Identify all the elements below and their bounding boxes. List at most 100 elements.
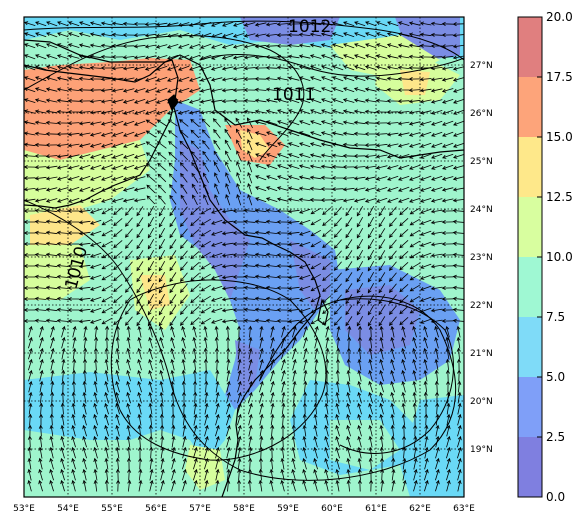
wind-arrow: [342, 187, 355, 192]
wind-arrow: [322, 284, 332, 293]
wind-arrow: [226, 457, 231, 470]
wind-arrow: [214, 172, 220, 184]
wind-arrow: [276, 219, 289, 225]
wind-arrow: [345, 305, 353, 316]
wind-arrow: [168, 173, 177, 183]
wind-arrow: [204, 479, 209, 492]
wind-arrow: [126, 424, 131, 437]
wind-arrow: [446, 468, 451, 481]
wind-arrow: [265, 230, 278, 235]
wind-arrow: [430, 110, 443, 115]
wind-arrow: [376, 32, 388, 38]
wind-arrow: [320, 164, 333, 169]
wind-arrow: [441, 318, 454, 324]
wind-arrow: [190, 129, 200, 139]
wind-arrow: [159, 358, 164, 371]
wind-arrow: [101, 306, 112, 314]
wind-arrow: [211, 43, 223, 49]
wind-arrow: [452, 274, 464, 279]
wind-arrow: [237, 424, 242, 437]
wind-arrow: [419, 43, 432, 48]
wind-arrow: [442, 164, 454, 170]
wind-arrow: [299, 120, 311, 126]
wind-arrow: [314, 325, 319, 338]
wind-arrow: [386, 32, 399, 37]
wind-arrow: [353, 198, 366, 203]
wind-arrow: [423, 358, 428, 371]
wind-arrow: [170, 336, 175, 349]
wind-arrow: [155, 44, 168, 49]
wind-arrow: [265, 65, 278, 70]
wind-arrow: [390, 413, 395, 426]
wind-arrow: [113, 295, 123, 304]
wind-arrow: [225, 172, 231, 184]
wind-arrow: [445, 369, 450, 382]
wind-arrow: [412, 369, 417, 382]
wind-arrow: [457, 457, 462, 470]
wind-arrow: [225, 325, 230, 338]
wind-arrow: [364, 109, 377, 114]
wind-arrow: [379, 325, 384, 338]
wind-arrow: [45, 87, 58, 92]
wind-arrow: [78, 32, 91, 37]
wind-arrow: [93, 457, 98, 470]
wind-arrow: [368, 325, 373, 338]
wind-arrow: [248, 413, 253, 426]
wind-arrow: [148, 402, 153, 415]
wind-arrow: [35, 32, 47, 38]
wind-arrow: [159, 369, 164, 382]
wind-arrow: [50, 380, 55, 393]
wind-arrow: [61, 380, 66, 393]
wind-arrow: [424, 413, 429, 426]
wind-arrow: [170, 347, 175, 360]
wind-arrow: [159, 336, 164, 349]
wind-arrow: [133, 33, 146, 38]
wind-arrow: [127, 468, 132, 481]
wind-arrow: [357, 435, 362, 448]
wind-arrow: [265, 208, 278, 213]
wind-arrow: [409, 284, 420, 292]
wind-arrow: [324, 446, 329, 459]
wind-arrow: [335, 380, 340, 393]
wind-arrow: [71, 446, 76, 459]
wind-arrow: [441, 198, 454, 203]
wind-arrow: [57, 32, 69, 38]
wind-arrow: [299, 98, 311, 104]
wind-arrow: [332, 43, 344, 49]
wind-arrow: [78, 76, 91, 81]
wind-arrow: [364, 76, 377, 81]
wind-arrow: [390, 380, 395, 393]
wind-arrow: [281, 369, 286, 382]
wind-arrow: [133, 88, 146, 93]
wind-arrow: [124, 261, 133, 271]
wind-arrow: [397, 76, 410, 81]
wind-arrow: [291, 413, 296, 426]
wind-arrow: [61, 347, 66, 360]
wind-arrow: [412, 402, 417, 415]
wind-arrow: [93, 358, 98, 371]
wind-arrow: [179, 217, 188, 227]
wind-arrow: [331, 120, 344, 125]
wind-arrow: [357, 424, 362, 437]
wind-arrow: [93, 380, 98, 393]
wind-arrow: [378, 250, 386, 261]
wind-arrow: [237, 358, 242, 371]
wind-arrow: [158, 294, 166, 305]
wind-arrow: [155, 55, 168, 60]
wind-arrow: [345, 261, 353, 272]
wind-arrow: [254, 241, 267, 246]
wind-arrow: [356, 272, 364, 283]
wind-arrow: [28, 369, 33, 382]
wind-arrow: [100, 54, 113, 59]
wind-arrow: [56, 165, 69, 170]
wind-arrow: [452, 198, 464, 203]
wind-arrow: [78, 143, 91, 148]
wind-arrow: [332, 98, 344, 104]
wind-arrow: [56, 176, 69, 181]
wind-arrow: [357, 468, 362, 481]
wind-arrow: [100, 32, 113, 37]
wind-arrow: [214, 325, 219, 338]
wind-arrow: [148, 358, 153, 371]
wind-arrow: [265, 44, 278, 49]
wind-arrow: [82, 413, 87, 426]
